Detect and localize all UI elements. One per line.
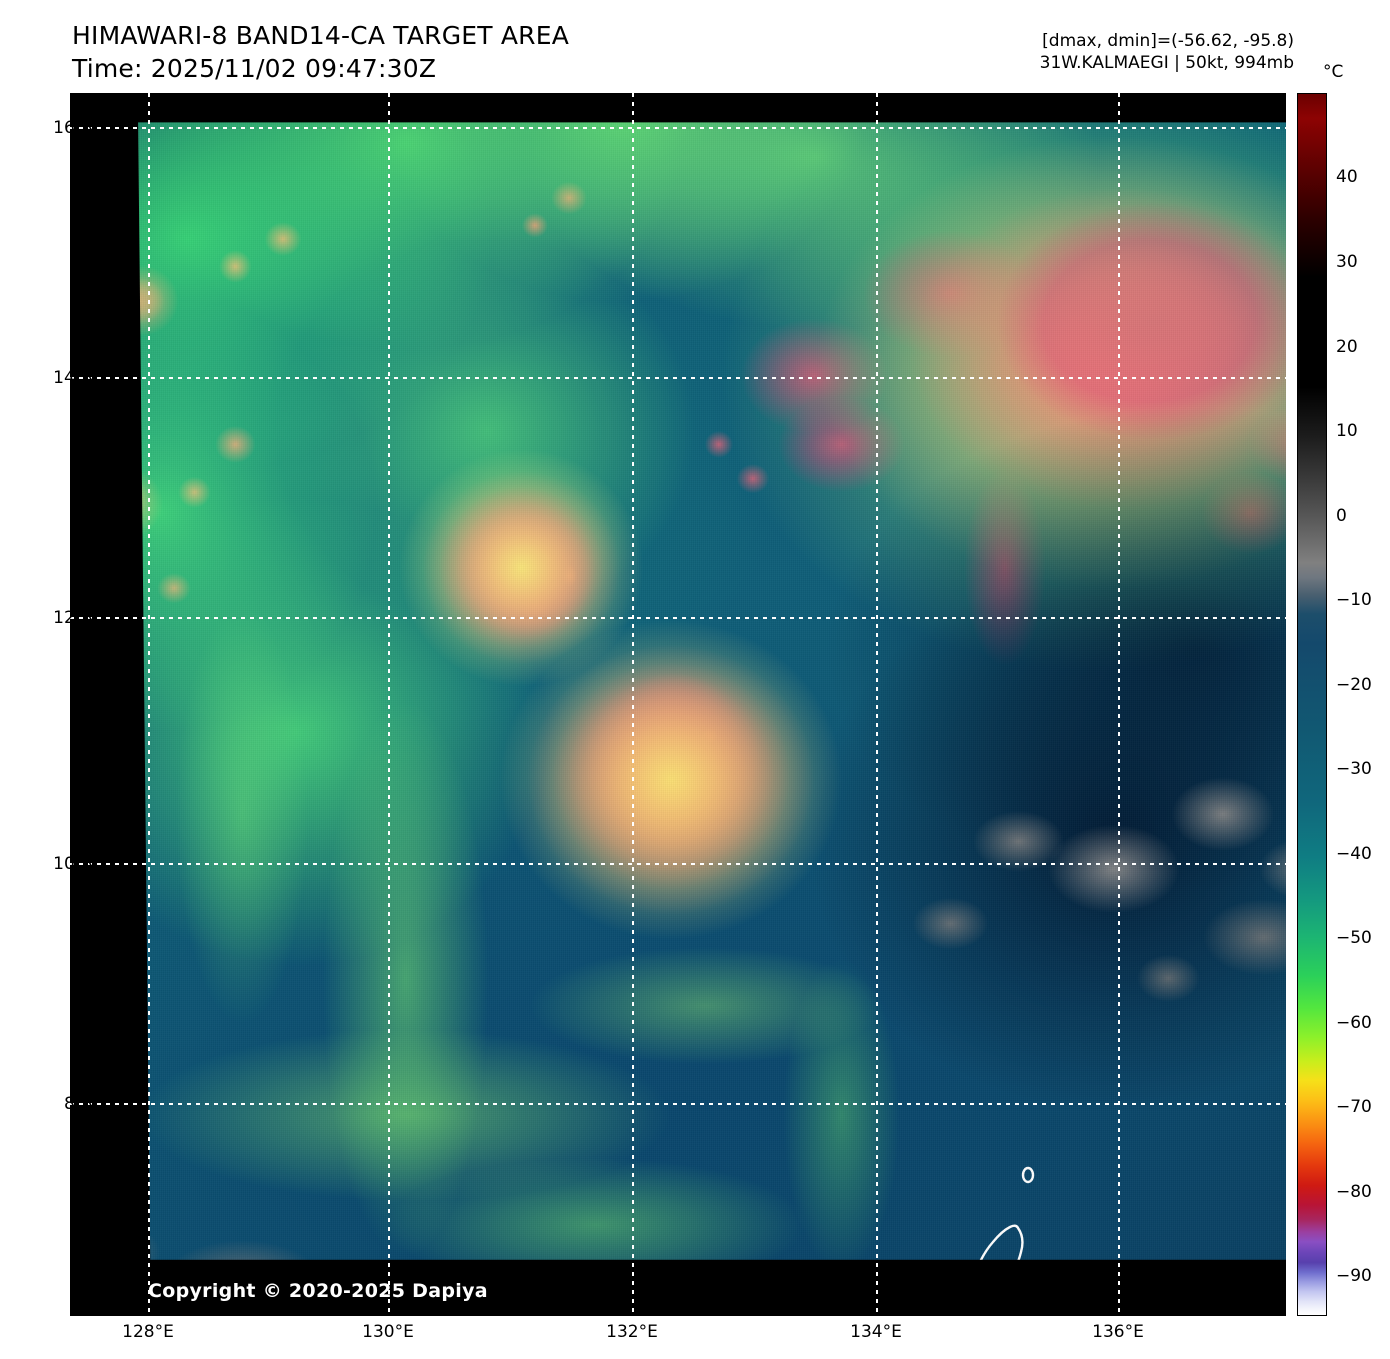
gridline-12N [70,617,1286,619]
timestamp-label: Time: 2025/11/02 09:47:30Z [72,53,437,83]
ytick-12N: 12°N [53,608,96,628]
gridline-16N [70,127,1286,129]
cbtick-m30: −30 [1336,759,1372,779]
cbtick-m50: −50 [1336,928,1372,948]
gridline-10N [70,863,1286,865]
cbtick-m60: −60 [1336,1013,1372,1033]
metadata-block: [dmax, dmin]=(-56.62, -95.8) 31W.KALMAEG… [1040,30,1294,75]
colorbar-unit-label: °C [1323,62,1344,82]
gridline-128E [148,93,150,1316]
colorbar-gradient [1298,94,1326,1315]
storm-info-label: 31W.KALMAEGI | 50kt, 994mb [1039,53,1294,74]
gridline-14N [70,377,1286,379]
land-surface-layer [138,122,1286,1260]
ytick-16N: 16°N [53,118,96,138]
dmax-dmin-label: [dmax, dmin]=(-56.62, -95.8) [1042,31,1294,51]
xtick-132E: 132°E [606,1322,658,1342]
pixel-texture-layer [138,122,1286,1260]
xtick-128E: 128°E [122,1322,174,1342]
cbtick-m40: −40 [1336,844,1372,864]
ytick-14N: 14°N [53,368,96,388]
xtick-136E: 136°E [1092,1322,1144,1342]
gridline-136E [1118,93,1120,1316]
gridline-132E [632,93,634,1316]
cbtick-0: 0 [1336,506,1347,526]
xtick-130E: 130°E [362,1322,414,1342]
cbtick-m80: −80 [1336,1182,1372,1202]
cbtick-30: 30 [1336,252,1358,272]
satellite-swath [138,122,1286,1260]
cbtick-40: 40 [1336,167,1358,187]
coastline-overlay [975,1166,1035,1260]
cbtick-m90: −90 [1336,1266,1372,1286]
cbtick-m20: −20 [1336,675,1372,695]
page-title: HIMAWARI-8 BAND14-CA TARGET AREA [72,21,570,50]
cbtick-20: 20 [1336,337,1358,357]
ytick-10N: 10°N [53,854,96,874]
cbtick-10: 10 [1336,421,1358,441]
colorbar[interactable] [1297,93,1327,1316]
satellite-image-plot[interactable]: Copyright © 2020-2025 Dapiya [70,93,1286,1316]
ytick-8N: 8°N [63,1094,96,1114]
cbtick-m70: −70 [1336,1097,1372,1117]
title-block: HIMAWARI-8 BAND14-CA TARGET AREA Time: 2… [72,20,569,85]
gridline-134E [876,93,878,1316]
gridline-8N [70,1103,1286,1105]
cbtick-m10: −10 [1336,590,1372,610]
xtick-134E: 134°E [850,1322,902,1342]
copyright-label: Copyright © 2020-2025 Dapiya [148,1280,488,1302]
gridline-130E [388,93,390,1316]
